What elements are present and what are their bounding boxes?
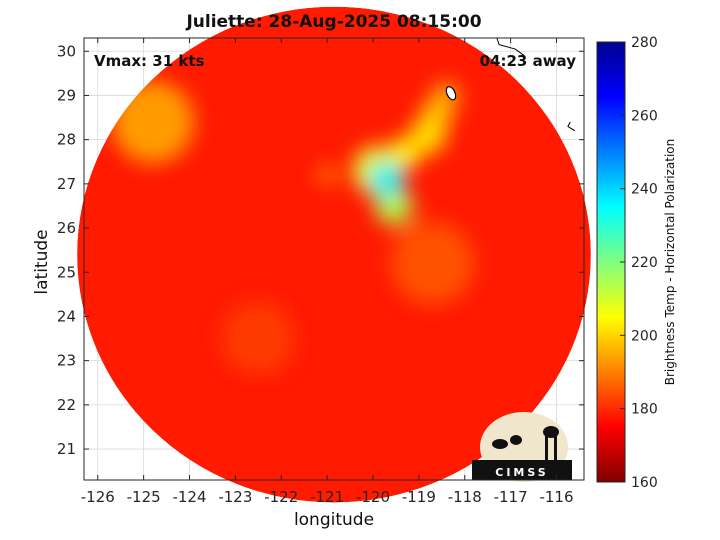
plot-area: CIMSS [77,6,591,503]
swath-background [77,6,591,503]
logo-tower-leg [545,436,548,462]
logo-building [472,460,572,480]
vmax-annotation: Vmax: 31 kts [94,52,205,70]
logo-dish [510,435,522,445]
y-tick-label: 29 [57,86,76,104]
y-tick-label: 23 [57,352,76,370]
x-tick-label: -116 [539,488,573,506]
x-tick-label: -123 [218,488,252,506]
y-axis-label: latitude [32,229,52,295]
coastline-segment [567,121,576,132]
x-tick-label: -121 [310,488,344,506]
cold-feature [317,165,337,185]
microwave-swath [77,6,591,503]
time-away-annotation: 04:23 away [479,52,576,70]
colorbar-tick-label: 200 [631,328,658,344]
y-tick-label: 30 [57,42,76,60]
y-tick-label: 24 [57,307,76,325]
colorbar-tick-label: 280 [631,35,658,51]
y-tick-label: 22 [57,396,76,414]
y-axis: 21 22 23 24 25 26 27 28 29 30 [57,42,584,458]
cold-feature [391,222,474,305]
logo-water-tower [543,426,559,438]
logo-text: CIMSS [495,466,548,479]
colorbar-tick-label: 240 [631,182,658,198]
chart-title: Juliette: 28-Aug-2025 08:15:00 [186,12,482,32]
x-tick-label: -122 [264,488,298,506]
colorbar-label: Brightness Temp - Horizontal Polarizatio… [663,138,677,386]
x-tick-label: -117 [494,488,528,506]
y-tick-label: 28 [57,131,76,149]
colorbar-tick-label: 180 [631,402,658,418]
logo-tower-leg [554,436,557,462]
colorbar-tick-label: 160 [631,475,658,491]
coastline-segment [496,38,525,57]
colorbar-tick-label: 260 [631,108,658,124]
y-tick-label: 27 [57,175,76,193]
x-tick-label: -126 [81,488,115,506]
x-tick-label: -125 [127,488,161,506]
y-tick-label: 26 [57,219,76,237]
cold-feature [369,162,405,197]
colorbar-tick-label: 220 [631,255,658,271]
island-outline [445,86,457,101]
axes-frame [83,37,585,481]
x-tick-label: -119 [402,488,436,506]
cimss-logo: CIMSS [472,412,572,482]
x-axis: -126 -125 -124 -123 -122 -121 -120 -119 -118 -117… [81,38,574,506]
cold-feature [221,301,296,376]
y-tick-label: 21 [57,440,76,458]
coastline [445,38,576,132]
y-tick-label: 25 [57,263,76,281]
cold-feature-layer [111,80,474,376]
x-axis-label: longitude [293,510,375,530]
x-tick-label: -118 [448,488,482,506]
cold-feature [409,116,447,154]
cold-feature [111,80,195,164]
colorbar: 160 180 200 220 240 260 280 [596,35,658,491]
x-tick-label: -124 [172,488,206,506]
x-tick-label: -120 [356,488,390,506]
logo-dish [492,439,508,449]
